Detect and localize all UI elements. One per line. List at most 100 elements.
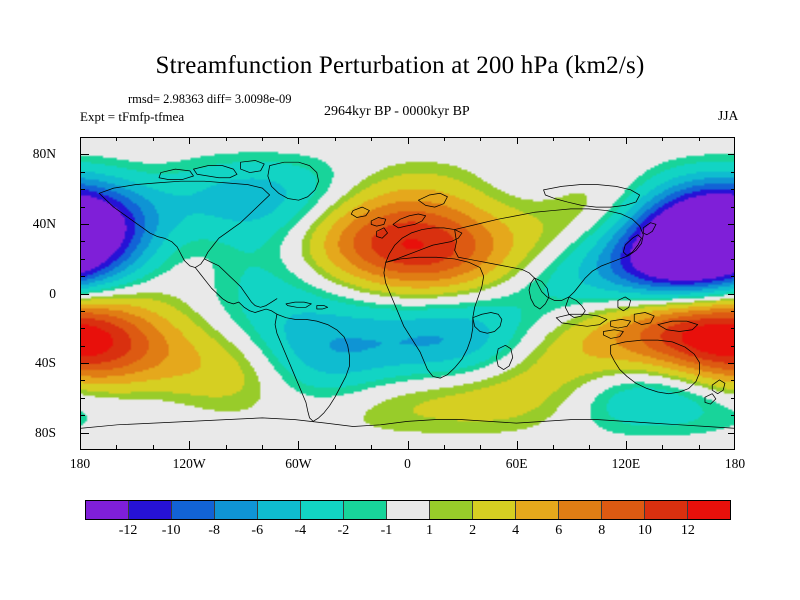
tick-mark — [80, 171, 85, 173]
tick-mark — [728, 223, 735, 225]
colorbar-swatch[interactable] — [344, 501, 387, 519]
tick-mark — [625, 137, 627, 144]
tick-mark — [80, 397, 85, 399]
latitude-tick-label: 80N — [32, 146, 56, 162]
tick-mark — [553, 137, 555, 141]
tick-mark — [80, 258, 85, 260]
tick-mark — [731, 258, 735, 260]
streamfunction-contour-field — [81, 138, 734, 449]
tick-mark — [728, 363, 735, 365]
tick-mark — [80, 432, 89, 434]
colorbar-tick-label: 4 — [512, 523, 520, 538]
tick-mark — [80, 310, 85, 312]
tick-mark — [334, 137, 336, 141]
tick-mark — [480, 137, 482, 141]
tick-mark — [80, 189, 85, 191]
longitude-tick-label: 60E — [505, 456, 528, 471]
experiment-annotation: Expt = tFmfp-tfmea — [80, 109, 185, 124]
tick-mark — [80, 293, 89, 295]
tick-mark — [728, 154, 735, 156]
colorbar-swatch[interactable] — [86, 501, 129, 519]
colorbar-swatch[interactable] — [129, 501, 172, 519]
map-plot-area — [80, 137, 735, 450]
tick-mark — [152, 137, 154, 141]
tick-mark — [80, 363, 89, 365]
colorbar[interactable] — [85, 500, 731, 520]
colorbar-tick-label: 10 — [637, 523, 652, 538]
colorbar-tick-label: -2 — [337, 523, 350, 538]
tick-mark — [589, 137, 591, 141]
tick-mark — [298, 441, 300, 450]
colorbar-tick-label: -10 — [161, 523, 181, 538]
colorbar-swatch[interactable] — [473, 501, 516, 519]
tick-mark — [80, 276, 85, 278]
colorbar-swatch[interactable] — [215, 501, 258, 519]
colorbar-swatch[interactable] — [387, 501, 430, 519]
tick-mark — [731, 415, 735, 417]
tick-mark — [698, 137, 700, 141]
tick-mark — [516, 441, 518, 450]
tick-mark — [80, 154, 89, 156]
colorbar-tick-label: 6 — [555, 523, 563, 538]
tick-mark — [371, 137, 373, 141]
coastline-overlay — [81, 160, 734, 429]
tick-mark — [662, 137, 664, 141]
colorbar-swatch[interactable] — [559, 501, 602, 519]
longitude-tick-label: 120E — [611, 456, 641, 471]
tick-mark — [731, 328, 735, 330]
tick-mark — [731, 206, 735, 208]
tick-mark — [261, 137, 263, 141]
colorbar-swatch[interactable] — [516, 501, 559, 519]
longitude-tick-label: 60W — [285, 456, 312, 471]
tick-mark — [731, 276, 735, 278]
tick-mark — [625, 441, 627, 450]
colorbar-swatch[interactable] — [172, 501, 215, 519]
colorbar-swatch[interactable] — [602, 501, 645, 519]
colorbar-tick-label: -8 — [208, 523, 221, 538]
tick-mark — [728, 293, 735, 295]
latitude-tick-label: 80S — [34, 424, 56, 440]
longitude-tick-label: 120W — [172, 456, 206, 471]
tick-mark — [698, 445, 700, 450]
tick-mark — [371, 445, 373, 450]
colorbar-swatch[interactable] — [688, 501, 730, 519]
colorbar-swatch[interactable] — [645, 501, 688, 519]
colorbar-tick-label: -6 — [251, 523, 264, 538]
tick-mark — [728, 432, 735, 434]
tick-mark — [80, 345, 85, 347]
tick-mark — [731, 241, 735, 243]
tick-mark — [516, 137, 518, 144]
tick-mark — [80, 328, 85, 330]
tick-mark — [80, 206, 85, 208]
tick-mark — [152, 445, 154, 450]
tick-mark — [443, 445, 445, 450]
latitude-tick-label: 40N — [32, 215, 56, 231]
longitude-tick-label: 180 — [69, 456, 91, 471]
tick-mark — [189, 441, 191, 450]
colorbar-tick-label: 2 — [469, 523, 477, 538]
tick-mark — [731, 397, 735, 399]
tick-mark — [553, 445, 555, 450]
tick-mark — [731, 189, 735, 191]
tick-mark — [261, 445, 263, 450]
colorbar-swatch[interactable] — [430, 501, 473, 519]
tick-mark — [407, 137, 409, 144]
colorbar-swatch[interactable] — [301, 501, 344, 519]
latitude-tick-label: 0 — [49, 285, 56, 301]
colorbar-tick-label: -4 — [294, 523, 307, 538]
colorbar-tick-label: 8 — [598, 523, 606, 538]
longitude-tick-label: 0 — [404, 456, 411, 471]
colorbar-swatch[interactable] — [258, 501, 301, 519]
tick-mark — [298, 137, 300, 144]
tick-mark — [80, 380, 85, 382]
tick-mark — [407, 441, 409, 450]
tick-mark — [731, 380, 735, 382]
season-annotation: JJA — [718, 108, 739, 123]
colorbar-tick-label: -1 — [380, 523, 393, 538]
longitude-tick-label: 180 — [724, 456, 746, 471]
tick-mark — [480, 445, 482, 450]
tick-mark — [225, 137, 227, 141]
tick-mark — [116, 137, 118, 141]
tick-mark — [589, 445, 591, 450]
